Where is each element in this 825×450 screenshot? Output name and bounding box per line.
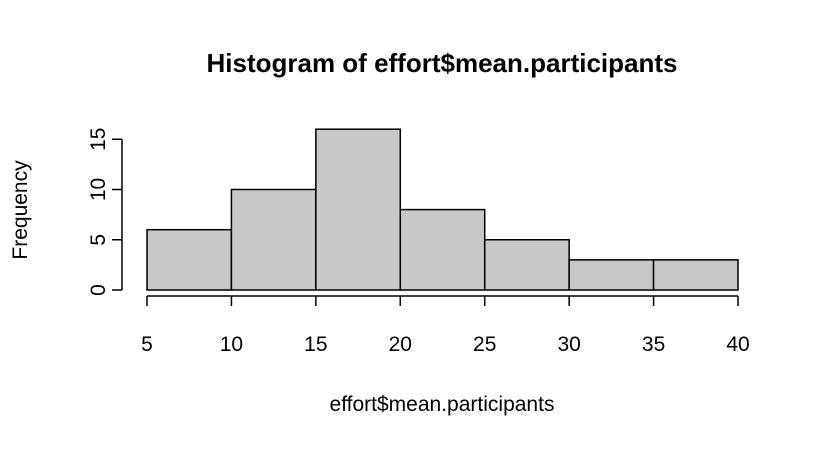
y-axis: 0 5 10 15 [87, 128, 123, 296]
histogram-bar [315, 128, 402, 291]
histogram-bar [399, 208, 486, 291]
histogram-bar [652, 259, 739, 291]
y-tick-label: 0 [87, 284, 110, 296]
x-tick-label: 15 [304, 333, 327, 356]
x-axis: 5 10 15 20 25 30 35 40 [141, 295, 750, 356]
x-tick-label: 20 [389, 333, 412, 356]
x-tick-label: 10 [220, 333, 243, 356]
y-tick-label: 5 [87, 234, 110, 246]
y-tick-label: 10 [87, 178, 110, 201]
x-tick-label: 35 [642, 333, 665, 356]
histogram-bar [146, 228, 233, 291]
x-tick-label: 25 [473, 333, 496, 356]
x-axis-label: effort$mean.participants [330, 393, 555, 416]
histogram-bar [230, 188, 317, 291]
y-axis-label: Frequency [9, 160, 32, 260]
x-tick-label: 30 [557, 333, 580, 356]
chart-title: Histogram of effort$mean.participants [207, 48, 678, 78]
x-tick-label: 5 [141, 333, 153, 356]
y-tick-label: 15 [87, 128, 110, 151]
bars-group [146, 128, 739, 291]
histogram-bar [568, 259, 655, 291]
x-tick-label: 40 [726, 333, 749, 356]
histogram-bar [483, 239, 570, 291]
